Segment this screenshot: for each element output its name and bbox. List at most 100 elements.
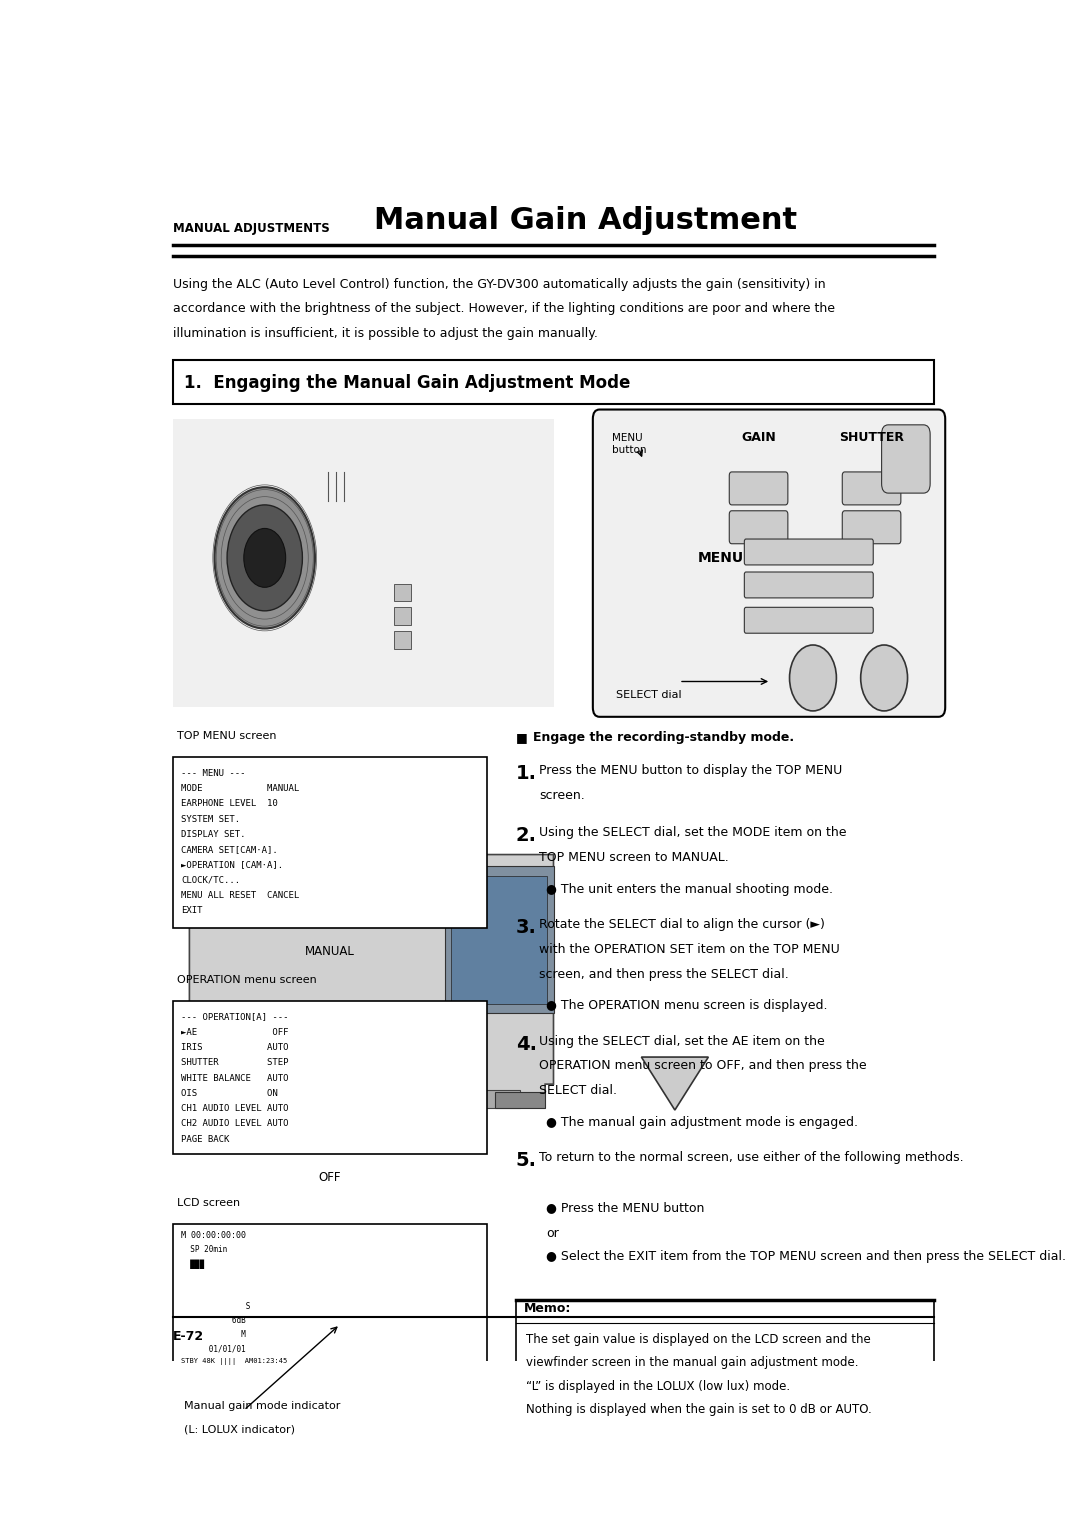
- Text: CLOCK/TC...: CLOCK/TC...: [181, 876, 240, 885]
- Text: MENU ALL RESET  CANCEL: MENU ALL RESET CANCEL: [181, 891, 299, 901]
- Text: LCD screen: LCD screen: [177, 1199, 240, 1208]
- Text: DISPLAY SET.: DISPLAY SET.: [181, 830, 245, 839]
- Text: “L” is displayed in the LOLUX (low lux) mode.: “L” is displayed in the LOLUX (low lux) …: [526, 1379, 789, 1393]
- Text: MODE            MANUAL: MODE MANUAL: [181, 784, 299, 794]
- Text: M: M: [181, 1330, 246, 1339]
- Text: OPERATION menu screen: OPERATION menu screen: [177, 974, 316, 985]
- Circle shape: [227, 505, 302, 612]
- Text: Manual gain mode indicator: Manual gain mode indicator: [184, 1401, 340, 1411]
- Text: (L: LOLUX indicator): (L: LOLUX indicator): [184, 1425, 295, 1434]
- Bar: [516, 1300, 934, 1427]
- Text: Rotate the SELECT dial to align the cursor (►): Rotate the SELECT dial to align the curs…: [539, 917, 825, 931]
- Text: --- OPERATION[A] ---: --- OPERATION[A] ---: [181, 1012, 288, 1021]
- FancyBboxPatch shape: [729, 511, 788, 544]
- Text: ● Select the EXIT item from the TOP MENU screen and then press the SELECT dial.: ● Select the EXIT item from the TOP MENU…: [546, 1251, 1066, 1263]
- Text: Manual Gain Adjustment: Manual Gain Adjustment: [374, 206, 797, 235]
- Bar: [394, 607, 411, 625]
- Text: Engage the recording-standby mode.: Engage the recording-standby mode.: [532, 731, 794, 745]
- Bar: [173, 757, 486, 928]
- Bar: [173, 419, 554, 708]
- Text: CH1 AUDIO LEVEL AUTO: CH1 AUDIO LEVEL AUTO: [181, 1104, 288, 1113]
- Text: WHITE BALANCE   AUTO: WHITE BALANCE AUTO: [181, 1073, 288, 1083]
- Text: ● The OPERATION menu screen is displayed.: ● The OPERATION menu screen is displayed…: [546, 1000, 827, 1012]
- Text: Using the SELECT dial, set the AE item on the: Using the SELECT dial, set the AE item o…: [539, 1035, 825, 1047]
- Text: ███: ███: [181, 1260, 204, 1269]
- Text: 5.: 5.: [516, 1151, 537, 1170]
- Text: E-72: E-72: [173, 1330, 204, 1342]
- Text: 01/01/01: 01/01/01: [181, 1344, 246, 1353]
- Text: EARPHONE LEVEL  10: EARPHONE LEVEL 10: [181, 800, 278, 809]
- Text: GAIN: GAIN: [741, 431, 775, 443]
- Text: CAMERA SET[CAM·A].: CAMERA SET[CAM·A].: [181, 846, 278, 855]
- Text: CH2 AUDIO LEVEL AUTO: CH2 AUDIO LEVEL AUTO: [181, 1119, 288, 1128]
- Text: The set gain value is displayed on the LCD screen and the: The set gain value is displayed on the L…: [526, 1333, 870, 1346]
- Text: 1.: 1.: [516, 764, 537, 783]
- Polygon shape: [642, 1057, 708, 1110]
- Bar: [394, 631, 411, 648]
- Bar: [394, 584, 411, 601]
- Polygon shape: [451, 876, 546, 1005]
- Text: Using the ALC (Auto Level Control) function, the GY-DV300 automatically adjusts : Using the ALC (Auto Level Control) funct…: [173, 278, 825, 291]
- Text: EXIT: EXIT: [181, 907, 203, 916]
- Bar: [173, 359, 934, 404]
- Text: 2.: 2.: [516, 826, 537, 846]
- Text: Press the MENU button to display the TOP MENU: Press the MENU button to display the TOP…: [539, 764, 842, 777]
- Circle shape: [789, 645, 836, 711]
- Bar: [173, 1000, 486, 1153]
- Text: ● Press the MENU button: ● Press the MENU button: [546, 1200, 704, 1214]
- FancyBboxPatch shape: [842, 511, 901, 544]
- FancyBboxPatch shape: [881, 425, 930, 494]
- Circle shape: [244, 529, 285, 587]
- FancyBboxPatch shape: [744, 540, 874, 564]
- Circle shape: [861, 645, 907, 711]
- Text: PAGE BACK: PAGE BACK: [181, 1135, 229, 1144]
- Text: TOP MENU screen to MANUAL.: TOP MENU screen to MANUAL.: [539, 852, 729, 864]
- Text: To return to the normal screen, use either of the following methods.: To return to the normal screen, use eith…: [539, 1151, 963, 1164]
- Bar: [173, 1225, 486, 1388]
- Text: ►AE              OFF: ►AE OFF: [181, 1027, 288, 1037]
- Text: SYSTEM SET.: SYSTEM SET.: [181, 815, 240, 824]
- Text: IRIS            AUTO: IRIS AUTO: [181, 1043, 288, 1052]
- Circle shape: [215, 488, 315, 628]
- Polygon shape: [189, 861, 327, 908]
- Text: viewfinder screen in the manual gain adjustment mode.: viewfinder screen in the manual gain adj…: [526, 1356, 859, 1368]
- Text: MANUAL: MANUAL: [305, 945, 354, 959]
- Text: STBY 48K ||||  AM01:23:45: STBY 48K |||| AM01:23:45: [181, 1358, 287, 1365]
- Text: SP 20min: SP 20min: [181, 1246, 227, 1254]
- Text: illumination is insufficient, it is possible to adjust the gain manually.: illumination is insufficient, it is poss…: [173, 327, 597, 339]
- Text: MANUAL ADJUSTMENTS: MANUAL ADJUSTMENTS: [173, 222, 329, 235]
- Text: MENU: MENU: [698, 550, 744, 564]
- FancyBboxPatch shape: [744, 572, 874, 598]
- Text: screen.: screen.: [539, 789, 585, 801]
- FancyBboxPatch shape: [744, 607, 874, 633]
- Polygon shape: [189, 855, 554, 1119]
- Text: M 00:00:00:00: M 00:00:00:00: [181, 1231, 246, 1240]
- Text: ● The manual gain adjustment mode is engaged.: ● The manual gain adjustment mode is eng…: [546, 1116, 858, 1128]
- Text: MENU
button: MENU button: [612, 433, 647, 456]
- Polygon shape: [445, 867, 554, 1014]
- Text: OIS             ON: OIS ON: [181, 1089, 278, 1098]
- Text: S: S: [181, 1303, 251, 1310]
- Text: ● The unit enters the manual shooting mode.: ● The unit enters the manual shooting mo…: [546, 882, 833, 896]
- FancyBboxPatch shape: [729, 472, 788, 505]
- Text: or: or: [546, 1226, 558, 1240]
- Text: 3.: 3.: [516, 917, 537, 937]
- Text: SELECT dial.: SELECT dial.: [539, 1084, 618, 1098]
- Text: --- MENU ---: --- MENU ---: [181, 769, 245, 778]
- Text: 4.: 4.: [516, 1035, 537, 1053]
- Text: accordance with the brightness of the subject. However, if the lighting conditio: accordance with the brightness of the su…: [173, 303, 835, 315]
- Text: Memo:: Memo:: [524, 1303, 571, 1315]
- Text: screen, and then press the SELECT dial.: screen, and then press the SELECT dial.: [539, 968, 789, 980]
- Text: OPERATION menu screen to OFF, and then press the: OPERATION menu screen to OFF, and then p…: [539, 1060, 867, 1072]
- Text: SHUTTER: SHUTTER: [839, 431, 904, 443]
- Text: 6dB: 6dB: [181, 1316, 246, 1326]
- Polygon shape: [495, 1092, 545, 1107]
- Text: ►OPERATION [CAM·A].: ►OPERATION [CAM·A].: [181, 861, 283, 870]
- Text: ■: ■: [516, 731, 528, 745]
- FancyBboxPatch shape: [593, 410, 945, 717]
- FancyBboxPatch shape: [842, 472, 901, 505]
- Text: SHUTTER         STEP: SHUTTER STEP: [181, 1058, 288, 1067]
- Text: TOP MENU screen: TOP MENU screen: [177, 731, 276, 742]
- Text: with the OPERATION SET item on the TOP MENU: with the OPERATION SET item on the TOP M…: [539, 943, 840, 956]
- Text: OFF: OFF: [319, 1171, 341, 1185]
